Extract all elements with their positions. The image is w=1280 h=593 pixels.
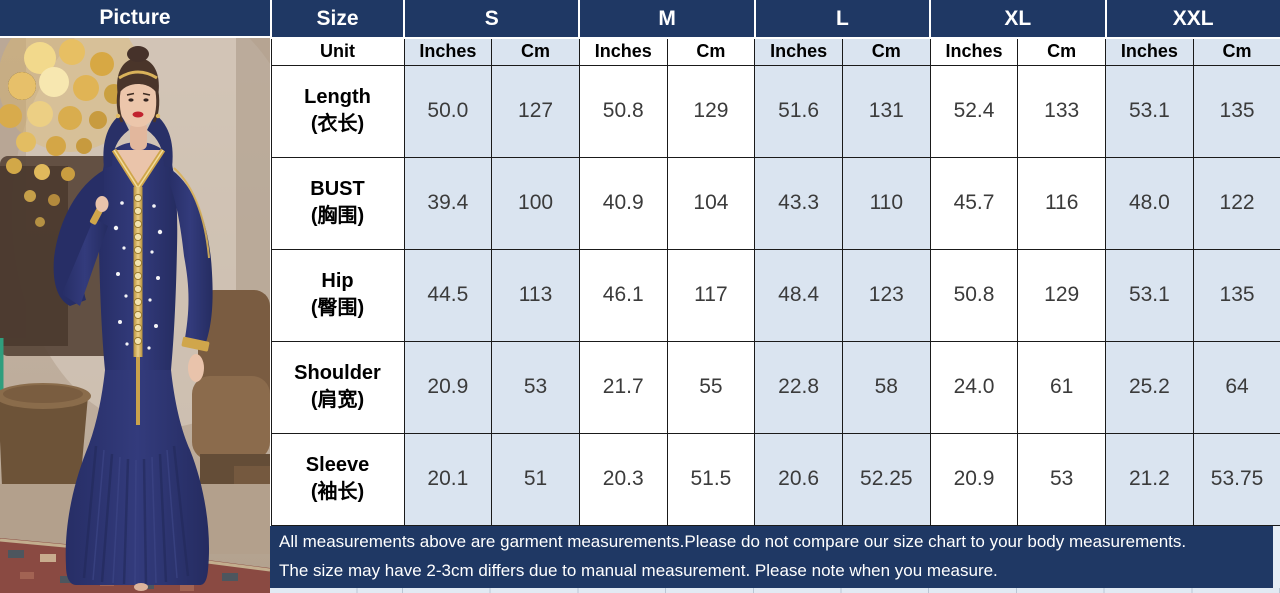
size-value-cell: 50.8 [578,64,668,158]
measurement-label: Hip (臀围) [270,248,405,342]
picture-column: Picture [0,0,270,593]
size-value-cell: 20.1 [403,432,493,526]
unit-cell: Inches [403,37,493,66]
size-value-cell: 53.75 [1192,432,1280,526]
size-value-cell: 50.8 [929,248,1019,342]
picture-header-label: Picture [99,6,171,29]
size-header-row: Size S M L XL XXL [270,0,1280,39]
size-value-cell: 20.9 [403,340,493,434]
size-column-header: L [753,0,932,39]
size-value-cell: 52.25 [841,432,931,526]
size-value-cell: 20.6 [754,432,843,526]
size-value-cell: 51.5 [666,432,756,526]
size-value-cell: 135 [1192,64,1280,158]
measurement-label: Shoulder (肩宽) [270,340,405,434]
product-photo [0,38,270,593]
size-value-cell: 129 [666,64,756,158]
size-table: Size S M L XL XXL Unit Inches Cm Inches Cm Inche… [270,0,1280,526]
measurement-label: Length (衣长) [270,64,405,158]
size-value-cell: 55 [666,340,756,434]
measurement-label: BUST (胸围) [270,156,405,250]
unit-cell: Inches [754,37,843,66]
unit-cell: Cm [666,37,756,66]
unit-cell: Cm [491,37,580,66]
size-value-cell: 113 [491,248,580,342]
size-value-cell: 64 [1192,340,1280,434]
size-value-cell: 58 [841,340,931,434]
stool [0,383,91,486]
measurement-row: Shoulder (肩宽) 20.9 53 21.7 55 22.8 58 24.0 61 25.2… [270,340,1280,434]
size-value-cell: 21.7 [578,340,668,434]
size-value-cell: 133 [1017,64,1107,158]
footer-band: All measurements above are garment measu… [270,525,1280,588]
size-value-cell: 61 [1017,340,1107,434]
size-value-cell: 48.4 [754,248,843,342]
size-value-cell: 25.2 [1105,340,1194,434]
size-value-cell: 135 [1192,248,1280,342]
size-value-cell: 20.3 [578,432,668,526]
size-value-cell: 131 [841,64,931,158]
unit-cell: Inches [578,37,668,66]
size-value-cell: 50.0 [403,64,493,158]
size-value-cell: 110 [841,156,931,250]
size-header-cell: Size [270,0,405,39]
footer-line-1: All measurements above are garment measu… [279,532,1187,551]
unit-cell: Cm [841,37,931,66]
size-value-cell: 129 [1017,248,1107,342]
measurement-row: Length (衣长) 50.0 127 50.8 129 51.6 131 52.4 133 53… [270,64,1280,158]
size-value-cell: 127 [491,64,580,158]
size-value-cell: 51 [491,432,580,526]
size-value-cell: 43.3 [754,156,843,250]
size-column-header: XL [929,0,1107,39]
size-value-cell: 123 [841,248,931,342]
unit-cell: Cm [1192,37,1280,66]
unit-cell: Inches [1105,37,1194,66]
gold-chandelier [0,38,142,227]
size-value-cell: 52.4 [929,64,1019,158]
size-value-cell: 44.5 [403,248,493,342]
size-column-header: S [402,0,581,39]
size-column-header: XXL [1104,0,1280,39]
size-value-cell: 53 [1017,432,1107,526]
measurement-label: Sleeve (袖长) [270,432,405,526]
measurement-row: Sleeve (袖长) 20.1 51 20.3 51.5 20.6 52.25 20.9 53 2… [270,432,1280,526]
size-value-cell: 39.4 [403,156,493,250]
size-value-cell: 53 [491,340,580,434]
footer-note: All measurements above are garment measu… [270,525,1273,588]
measurement-row: BUST (胸围) 39.4 100 40.9 104 43.3 110 45.7 116 48.0… [270,156,1280,250]
unit-row: Unit Inches Cm Inches Cm Inches Cm Inches Cm Inc… [270,37,1280,66]
size-table-area: Size S M L XL XXL Unit Inches Cm Inches Cm Inche… [270,0,1280,593]
size-value-cell: 20.9 [929,432,1019,526]
unit-cell: Inches [929,37,1019,66]
size-value-cell: 122 [1192,156,1280,250]
size-value-cell: 46.1 [578,248,668,342]
size-value-cell: 117 [666,248,756,342]
next-row-sliver [270,587,1280,593]
picture-header: Picture [0,0,270,38]
size-value-cell: 24.0 [929,340,1019,434]
unit-label-cell: Unit [270,37,405,66]
unit-cell: Cm [1017,37,1107,66]
size-value-cell: 51.6 [754,64,843,158]
size-value-cell: 21.2 [1105,432,1194,526]
measurement-row: Hip (臀围) 44.5 113 46.1 117 48.4 123 50.8 129 53.1 1… [270,248,1280,342]
footer-line-2: The size may have 2-3cm differs due to m… [279,561,998,580]
size-value-cell: 53.1 [1105,64,1194,158]
size-value-cell: 104 [666,156,756,250]
size-value-cell: 48.0 [1105,156,1194,250]
size-value-cell: 100 [491,156,580,250]
size-column-header: M [578,0,756,39]
size-value-cell: 40.9 [578,156,668,250]
size-value-cell: 45.7 [929,156,1019,250]
product-photo-illustration [0,38,270,593]
size-value-cell: 116 [1017,156,1107,250]
model-figure [53,46,213,591]
size-value-cell: 53.1 [1105,248,1194,342]
size-value-cell: 22.8 [754,340,843,434]
